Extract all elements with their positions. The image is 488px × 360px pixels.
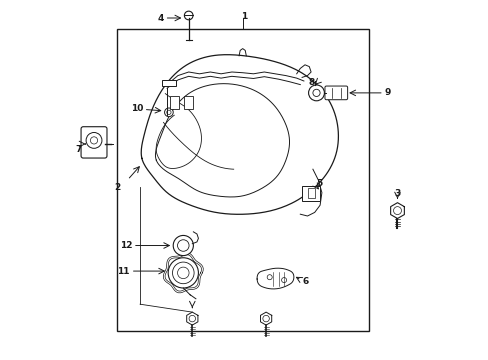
- Bar: [184, 96, 193, 109]
- Circle shape: [308, 85, 324, 101]
- Bar: [162, 80, 176, 86]
- Text: 9: 9: [384, 89, 390, 98]
- Text: 4: 4: [157, 14, 163, 23]
- Circle shape: [184, 11, 193, 20]
- Circle shape: [86, 132, 102, 148]
- Circle shape: [177, 240, 189, 251]
- Polygon shape: [260, 312, 271, 325]
- Polygon shape: [390, 203, 404, 219]
- Circle shape: [168, 258, 198, 288]
- Text: 11: 11: [117, 266, 130, 276]
- Circle shape: [393, 207, 401, 215]
- Text: 1: 1: [241, 12, 247, 21]
- Circle shape: [312, 89, 320, 96]
- Text: 2: 2: [114, 184, 120, 193]
- Text: 12: 12: [120, 241, 132, 250]
- FancyBboxPatch shape: [81, 127, 107, 158]
- Circle shape: [90, 137, 98, 144]
- Text: 10: 10: [130, 104, 142, 113]
- Circle shape: [266, 275, 272, 280]
- Circle shape: [173, 235, 193, 256]
- Circle shape: [166, 110, 171, 114]
- FancyBboxPatch shape: [325, 86, 347, 100]
- Bar: [117, 29, 368, 331]
- Circle shape: [164, 108, 173, 117]
- Bar: [307, 188, 314, 198]
- Text: 3: 3: [393, 189, 400, 198]
- Text: 5: 5: [316, 179, 322, 188]
- Polygon shape: [186, 312, 198, 325]
- Circle shape: [281, 278, 286, 283]
- Circle shape: [177, 267, 189, 279]
- Text: 8: 8: [308, 78, 314, 87]
- Polygon shape: [257, 268, 293, 289]
- Bar: [302, 186, 320, 201]
- Text: 6: 6: [302, 277, 308, 286]
- Circle shape: [172, 262, 194, 284]
- Circle shape: [189, 315, 195, 322]
- Bar: [170, 96, 178, 109]
- Circle shape: [263, 315, 269, 322]
- Text: 7: 7: [75, 145, 81, 154]
